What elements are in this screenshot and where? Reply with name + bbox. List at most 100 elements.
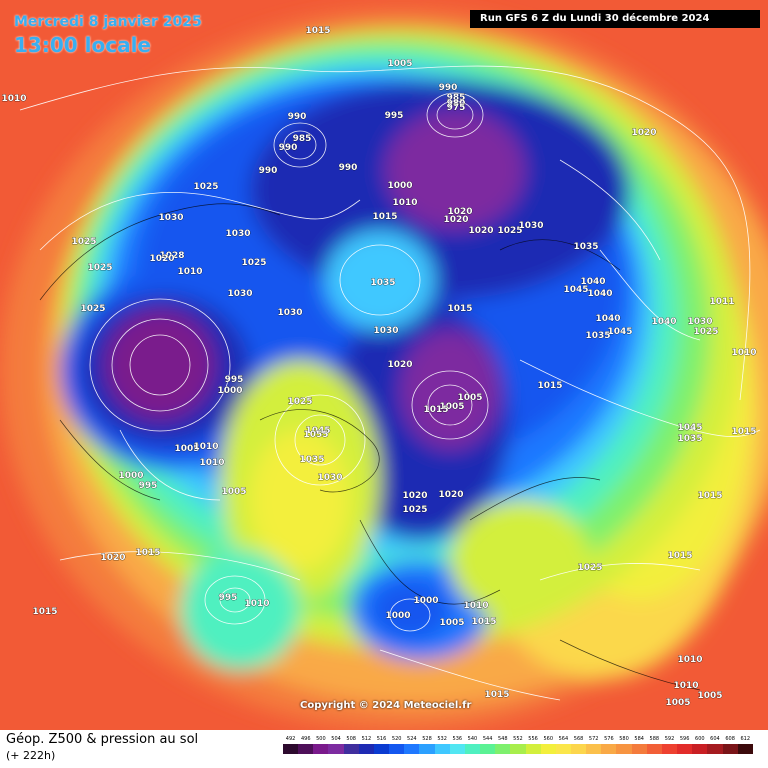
isobar-label: 1000 [387,181,412,191]
scale-swatch [283,744,299,754]
scale-label: 572 [588,736,599,742]
isobar-label: 1010 [199,458,224,468]
scale-label: 612 [740,736,751,742]
isobar-label: 1025 [577,563,602,573]
isobar-label: 1030 [317,473,342,483]
isobar-label: 990 [339,163,358,173]
isobar-label: 1030 [227,289,252,299]
scale-swatch [601,744,617,754]
isobar-label: 1020 [447,207,472,217]
scale-label: 516 [376,736,387,742]
scale-swatch [298,744,314,754]
isobar-label: 1035 [299,455,324,465]
isobar-label: 1030 [277,308,302,318]
isobar-label: 1025 [241,258,266,268]
scale-bar [283,744,753,754]
scale-swatch [389,744,405,754]
isobar-label: 1020 [468,226,493,236]
scale-label: 584 [634,736,644,742]
isobar-label: 1035 [585,331,610,341]
isobar-label: 1035 [370,278,395,288]
isobar-label: 1025 [71,237,96,247]
scale-label: 604 [710,736,720,742]
isobar-label: 995 [385,111,404,121]
isobar-label: 1025 [402,505,427,515]
isobar-label: 1005 [221,487,246,497]
scale-swatch [707,744,723,754]
scale-label: 548 [497,736,508,742]
isobar-label: 1020 [443,215,468,225]
scale-swatch [313,744,329,754]
isobar-label: 1025 [80,304,105,314]
isobar-label: 1035 [677,434,702,444]
isobar-label: 1030 [687,317,712,327]
scale-label: 600 [695,736,705,742]
isobar-label: 1045 [607,327,632,337]
scale-swatch [373,744,390,754]
isobar-label: 1000 [217,386,242,396]
scale-label: 536 [452,736,463,742]
isobar-label: 1005 [439,618,464,628]
isobar-label: 1015 [667,551,692,561]
copyright: Copyright © 2024 Meteociel.fr [300,700,472,711]
isobar-label: 985 [293,134,312,144]
isobar-label: 1015 [372,212,397,222]
scale-swatch [464,744,481,754]
isobar-label: 1010 [193,442,218,452]
scale-label: 588 [649,736,660,742]
isobar-label: 1015 [537,381,562,391]
weather-map: 1015 1005 990 985 980 975 1010 990 995 985 990 1020… [0,0,768,730]
isobar-label: 980 [447,99,466,109]
isobar-label: 1015 [305,26,330,36]
isobar-label: 990 [288,112,307,122]
isobar-label: 1015 [471,617,496,627]
isobar-label: 1025 [497,226,522,236]
isobar-label: 1015 [135,548,160,558]
scale-label: 512 [361,736,372,742]
scale-label: 568 [573,736,584,742]
isobar-label: 1030 [518,221,543,231]
isobar-label: 1000 [118,471,143,481]
scale-swatch [692,744,708,754]
isobar-label: 1005 [439,402,464,412]
scale-label: 544 [482,736,493,742]
isobar-label: 1000 [413,596,438,606]
scale-label: 608 [725,736,735,742]
scale-label: 528 [422,736,432,742]
forecast-time: 13:00 locale [14,33,151,57]
isobar-label: 1040 [587,289,612,299]
isobar-label: 990 [259,166,278,176]
scale-swatch [586,744,602,754]
scale-swatch [661,744,678,754]
isobar-label: 995 [139,481,158,491]
legend-footer: Géop. Z500 & pression au sol (+ 222h) 49… [0,730,768,768]
scale-label: 564 [558,736,569,742]
scale-swatch [555,744,571,754]
isobar-label: 1045 [305,426,330,436]
scale-label: 576 [604,736,614,742]
isobar-label: 1010 [731,348,756,358]
scale-label: 500 [316,736,326,742]
scale-swatch [480,744,496,754]
isobar-label: 990 [439,83,458,93]
isobar-label: 1015 [697,491,722,501]
isobar-label: 1040 [595,314,620,324]
isobar-label: 1020 [100,553,125,563]
scale-label: 520 [391,736,402,742]
isobar-label: 1055 [303,430,328,440]
isobar-label: 1015 [423,405,448,415]
scale-swatch [737,744,753,754]
scale-label: 532 [437,736,447,742]
isobar-label: 1010 [463,601,488,611]
isobar-label: 1010 [1,94,26,104]
isobar-label: 1020 [149,254,174,264]
scale-swatch [525,744,541,754]
scale-swatch [343,744,359,754]
isobar-label: 1005 [457,393,482,403]
isobar-label: 990 [279,143,298,153]
scale-swatch [328,744,344,754]
map-title: Géop. Z500 & pression au sol [6,732,199,747]
isobar-label: 1045 [563,285,588,295]
isobar-label: 1020 [402,491,427,501]
